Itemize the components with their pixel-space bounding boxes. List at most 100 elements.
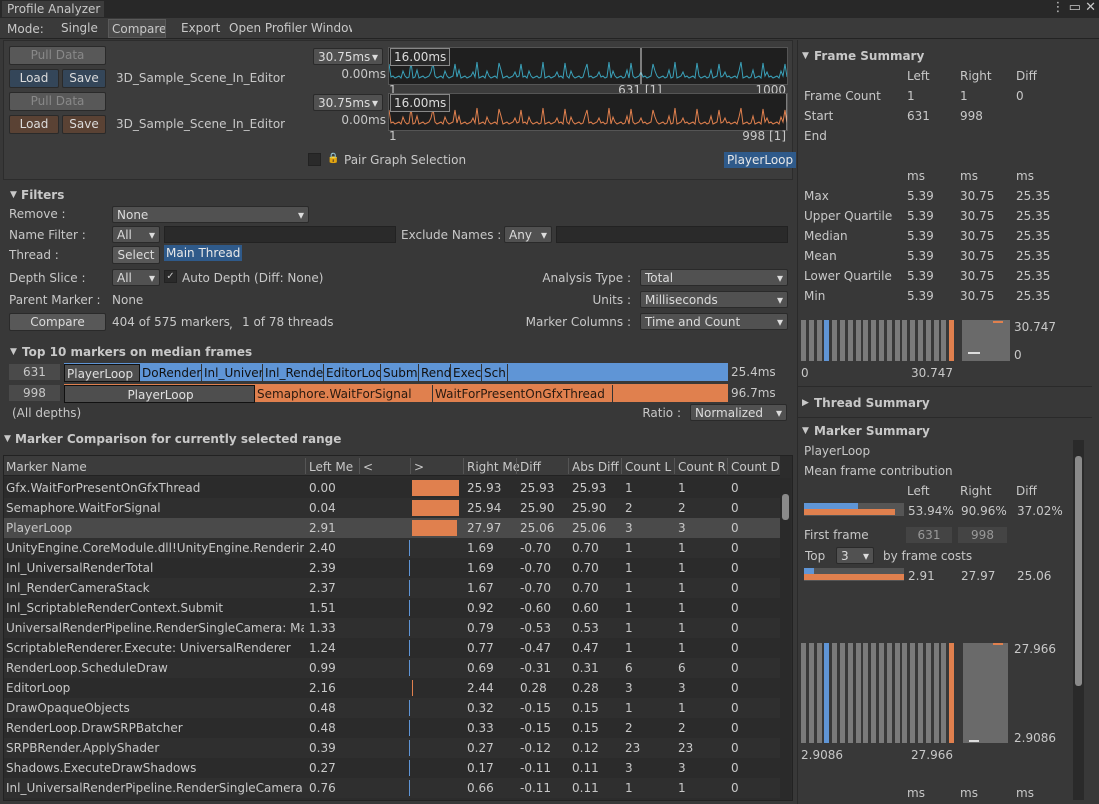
table-cell: 0 (731, 680, 779, 696)
checkbox[interactable]: ✓ (164, 270, 177, 283)
column-header[interactable]: Count R (678, 459, 730, 475)
load-button[interactable]: Load (9, 115, 59, 134)
table-cell: 0.27 (309, 760, 361, 776)
select-button[interactable]: Select (112, 246, 160, 264)
section-divider (797, 386, 1092, 387)
marker-segment[interactable]: DoRenderL (140, 364, 202, 382)
fold-arrow: ▼ (4, 431, 14, 447)
mode-tab[interactable]: Single (58, 19, 106, 38)
table-cell: 1 (625, 700, 677, 716)
load-button[interactable]: Load (9, 69, 59, 88)
summary-cell: End (804, 128, 827, 144)
table-cell: 0.28 (520, 680, 570, 696)
dropdown[interactable]: All (112, 226, 160, 243)
marker-segment[interactable]: EditorLoo (324, 364, 381, 382)
column-header[interactable]: Abs Diff (572, 459, 624, 475)
histogram-bar (863, 320, 868, 361)
marker-segment[interactable]: Inl_Render (263, 364, 324, 382)
table-cell: 1.33 (309, 620, 361, 636)
table-cell: 3 (625, 520, 677, 536)
text-field[interactable] (556, 226, 788, 243)
marker-segment[interactable]: Submi (381, 364, 419, 382)
save-button[interactable]: Save (62, 115, 106, 134)
dropdown[interactable]: Total (640, 269, 788, 286)
column-header[interactable]: Diff (520, 459, 570, 475)
marker-segment[interactable]: Rend (419, 364, 451, 382)
mode-tab[interactable]: Export (178, 19, 222, 38)
unit-label: ms (960, 168, 978, 184)
column-header[interactable]: Left Me (309, 459, 361, 475)
table-cell: 1 (625, 600, 677, 616)
histogram-bar (910, 320, 915, 361)
marker-segment[interactable]: WaitForPresentOnGfxThread (433, 385, 613, 403)
marker-segment[interactable]: PlayerLoop (64, 364, 140, 382)
summary-cell: Upper Quartile (804, 208, 892, 224)
summary-cell: Median (804, 228, 848, 244)
table-cell: 1 (678, 480, 730, 496)
column-header[interactable]: Count D (731, 459, 779, 475)
cost-value: 2.91 (908, 568, 935, 584)
column-header[interactable]: < (363, 459, 409, 475)
pair-checkbox[interactable] (308, 153, 321, 166)
diff-bar (409, 660, 410, 676)
marker-name: PlayerLoop (804, 443, 870, 459)
diff-bar (409, 760, 410, 776)
table-cell: Gfx.WaitForPresentOnGfxThread (6, 480, 304, 496)
text-field[interactable] (164, 226, 396, 243)
save-button[interactable]: Save (62, 69, 106, 88)
dropdown[interactable]: Milliseconds (640, 291, 788, 308)
histogram-bar (824, 320, 829, 361)
table-cell: 3 (678, 680, 730, 696)
dropdown[interactable]: None (112, 206, 309, 223)
compare-button[interactable]: Compare (9, 313, 106, 331)
dropdown[interactable]: Time and Count (640, 313, 788, 330)
pull-data-button[interactable]: Pull Data (9, 92, 106, 111)
histogram-bar (817, 320, 822, 361)
window-title: Profile Analyzer (2, 1, 104, 17)
table-cell: -0.70 (520, 580, 570, 596)
column-header[interactable]: Marker Name (6, 459, 304, 475)
marker-segment[interactable]: Sch (482, 364, 508, 382)
fold-arrow: ▼ (10, 187, 20, 203)
diff-bar (409, 620, 410, 636)
marker-segment[interactable]: PlayerLoop (64, 385, 255, 403)
table-cell: 2.44 (467, 680, 519, 696)
table-cell: 3 (625, 760, 677, 776)
dropdown[interactable]: Normalized (690, 404, 787, 421)
contribution-bar (804, 509, 895, 515)
filter-label: Parent Marker : (9, 292, 101, 308)
mode-tab[interactable]: Open Profiler Window (226, 19, 352, 38)
marker-segment[interactable]: Inl_Univers (202, 364, 263, 382)
table-cell: 1 (625, 480, 677, 496)
pull-data-button[interactable]: Pull Data (9, 46, 106, 65)
graph-max-label: 16.00ms (390, 48, 450, 66)
column-header[interactable]: > (414, 459, 464, 475)
table-cell: 27.97 (467, 520, 519, 536)
frame-box: 998 (958, 527, 1007, 543)
column-divider (727, 458, 728, 474)
marker-segment[interactable]: Exec (451, 364, 482, 382)
range-dropdown[interactable]: 30.75ms (313, 94, 383, 111)
table-cell: 2 (625, 720, 677, 736)
summary-cell: Start (804, 108, 833, 124)
dropdown[interactable]: Any (504, 226, 552, 243)
graph-axis-label: 998 [1] (742, 128, 786, 144)
range-dropdown[interactable]: 30.75ms (313, 48, 383, 65)
lock-icon: 🔒 (327, 152, 339, 166)
table-cell: Inl_UniversalRenderTotal (6, 560, 304, 576)
table-cell: EditorLoop (6, 680, 304, 696)
mode-tab[interactable]: Compare (108, 19, 166, 38)
histogram-bar (926, 320, 931, 361)
column-header[interactable]: Right Me (467, 459, 519, 475)
top-dropdown[interactable]: 3 (836, 547, 874, 564)
box-plot-marker (968, 352, 980, 354)
histogram-bar (817, 643, 822, 743)
pair-graph-label[interactable]: Pair Graph Selection (344, 152, 466, 168)
table-cell: -0.11 (520, 780, 570, 796)
marker-segment[interactable]: Semaphore.WaitForSignal (255, 385, 433, 403)
table-cell: Inl_RenderCameraStack (6, 580, 304, 596)
column-header[interactable]: Count L (625, 459, 677, 475)
dropdown[interactable]: All (112, 269, 160, 286)
frame-label: 631 (9, 364, 60, 380)
fold-arrow: ▶ (802, 395, 812, 411)
